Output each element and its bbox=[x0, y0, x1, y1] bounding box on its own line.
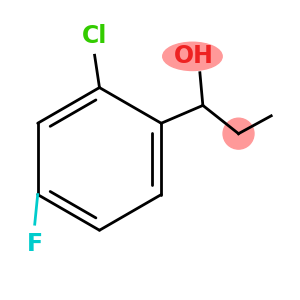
Circle shape bbox=[223, 118, 254, 149]
Text: F: F bbox=[27, 232, 43, 256]
Text: Cl: Cl bbox=[82, 24, 107, 48]
Text: OH: OH bbox=[174, 44, 214, 68]
Ellipse shape bbox=[163, 42, 222, 70]
